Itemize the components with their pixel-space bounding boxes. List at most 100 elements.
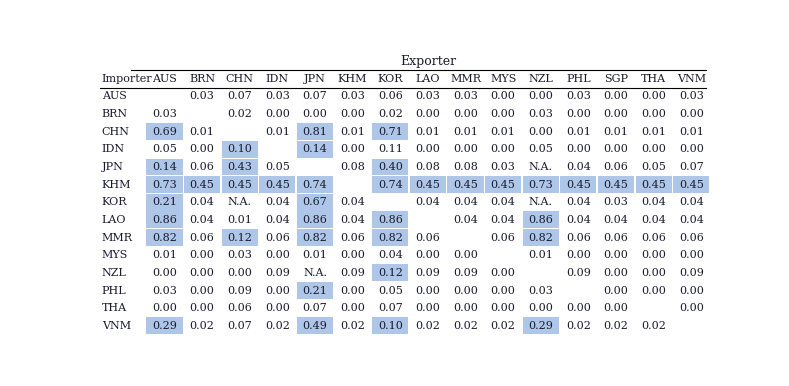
- Bar: [147, 123, 182, 140]
- Text: 0.02: 0.02: [340, 321, 365, 331]
- Text: 0.86: 0.86: [152, 215, 177, 225]
- Text: 0.05: 0.05: [641, 162, 666, 172]
- Text: 0.01: 0.01: [152, 250, 177, 260]
- Text: KOR: KOR: [102, 197, 127, 207]
- Text: 0.03: 0.03: [152, 286, 177, 296]
- Text: 0.73: 0.73: [152, 179, 177, 190]
- Text: 0.00: 0.00: [641, 268, 666, 278]
- Text: 0.02: 0.02: [453, 321, 478, 331]
- Text: 0.00: 0.00: [679, 250, 704, 260]
- Text: 0.06: 0.06: [340, 232, 365, 242]
- Bar: [297, 194, 333, 211]
- Text: 0.06: 0.06: [265, 232, 290, 242]
- Text: 0.14: 0.14: [303, 144, 327, 154]
- Text: N.A.: N.A.: [228, 197, 252, 207]
- Text: 0.01: 0.01: [604, 127, 629, 137]
- Text: 0.82: 0.82: [529, 232, 553, 242]
- Text: 0.07: 0.07: [303, 91, 327, 102]
- Text: 0.00: 0.00: [641, 286, 666, 296]
- Text: PHL: PHL: [102, 286, 126, 296]
- Text: 0.05: 0.05: [265, 162, 290, 172]
- Text: MMR: MMR: [450, 74, 481, 84]
- Text: MYS: MYS: [102, 250, 128, 260]
- Text: PHL: PHL: [566, 74, 591, 84]
- Text: 0.01: 0.01: [491, 127, 515, 137]
- Text: 0.00: 0.00: [529, 127, 553, 137]
- Text: 0.09: 0.09: [227, 286, 252, 296]
- Bar: [297, 123, 333, 140]
- Text: 0.00: 0.00: [641, 144, 666, 154]
- Text: 0.01: 0.01: [265, 127, 290, 137]
- Text: 0.06: 0.06: [491, 232, 515, 242]
- Text: 0.01: 0.01: [416, 127, 440, 137]
- Bar: [222, 229, 258, 246]
- Text: 0.45: 0.45: [566, 179, 591, 190]
- Text: 0.40: 0.40: [378, 162, 402, 172]
- Text: 0.02: 0.02: [491, 321, 515, 331]
- Text: 0.07: 0.07: [679, 162, 704, 172]
- Text: 0.09: 0.09: [416, 268, 440, 278]
- Bar: [184, 176, 220, 193]
- Bar: [372, 159, 409, 176]
- Bar: [372, 176, 409, 193]
- Text: 0.00: 0.00: [641, 250, 666, 260]
- Text: BRN: BRN: [102, 109, 128, 119]
- Text: 0.03: 0.03: [152, 109, 177, 119]
- Text: 0.86: 0.86: [529, 215, 553, 225]
- Text: 0.01: 0.01: [679, 127, 704, 137]
- Bar: [523, 212, 559, 229]
- Bar: [147, 317, 182, 334]
- Text: 0.00: 0.00: [679, 144, 704, 154]
- Text: 0.02: 0.02: [604, 321, 629, 331]
- Text: 0.74: 0.74: [303, 179, 327, 190]
- Text: 0.04: 0.04: [416, 197, 440, 207]
- Text: 0.06: 0.06: [641, 232, 666, 242]
- Text: 0.03: 0.03: [340, 91, 365, 102]
- Text: 0.00: 0.00: [491, 144, 515, 154]
- Text: 0.03: 0.03: [227, 250, 252, 260]
- Text: 0.05: 0.05: [152, 144, 177, 154]
- Text: 0.04: 0.04: [453, 197, 478, 207]
- Text: 0.04: 0.04: [566, 162, 591, 172]
- Text: 0.00: 0.00: [189, 303, 215, 313]
- Text: 0.01: 0.01: [641, 127, 666, 137]
- Text: 0.11: 0.11: [378, 144, 402, 154]
- Text: 0.03: 0.03: [529, 109, 553, 119]
- Text: 0.04: 0.04: [378, 250, 402, 260]
- Text: 0.06: 0.06: [566, 232, 591, 242]
- Text: 0.03: 0.03: [189, 91, 215, 102]
- Text: IDN: IDN: [102, 144, 125, 154]
- Text: THA: THA: [641, 74, 666, 84]
- Text: 0.73: 0.73: [529, 179, 553, 190]
- Text: SGP: SGP: [604, 74, 628, 84]
- Text: 0.86: 0.86: [378, 215, 402, 225]
- Text: 0.29: 0.29: [152, 321, 177, 331]
- Text: 0.82: 0.82: [303, 232, 327, 242]
- Bar: [147, 212, 182, 229]
- Bar: [222, 176, 258, 193]
- Text: 0.00: 0.00: [416, 303, 440, 313]
- Text: 0.03: 0.03: [265, 91, 290, 102]
- Bar: [222, 159, 258, 176]
- Text: 0.00: 0.00: [152, 303, 177, 313]
- Text: 0.45: 0.45: [227, 179, 252, 190]
- Text: 0.09: 0.09: [566, 268, 591, 278]
- Text: 0.00: 0.00: [189, 144, 215, 154]
- Text: 0.06: 0.06: [679, 232, 704, 242]
- Bar: [485, 176, 522, 193]
- Text: 0.02: 0.02: [227, 109, 252, 119]
- Text: 0.69: 0.69: [152, 127, 177, 137]
- Text: 0.08: 0.08: [340, 162, 365, 172]
- Text: 0.82: 0.82: [152, 232, 177, 242]
- Text: 0.02: 0.02: [378, 109, 402, 119]
- Bar: [222, 141, 258, 158]
- Text: NZL: NZL: [102, 268, 126, 278]
- Text: 0.07: 0.07: [227, 91, 252, 102]
- Text: 0.01: 0.01: [453, 127, 478, 137]
- Text: MMR: MMR: [102, 232, 133, 242]
- Text: 0.01: 0.01: [303, 250, 327, 260]
- Text: CHN: CHN: [102, 127, 129, 137]
- Text: 0.05: 0.05: [378, 286, 402, 296]
- Text: 0.09: 0.09: [340, 268, 365, 278]
- Text: 0.74: 0.74: [378, 179, 402, 190]
